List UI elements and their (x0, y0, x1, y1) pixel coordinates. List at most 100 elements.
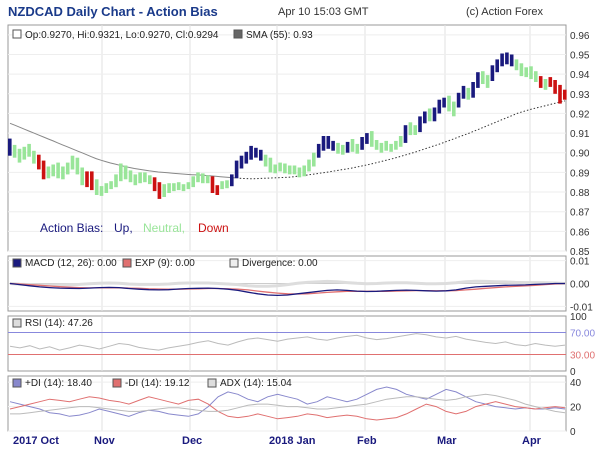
price-bar (123, 165, 128, 180)
price-y-tick: 0.96 (570, 31, 590, 42)
macd-y-tick: -0.01 (570, 302, 593, 313)
price-bar (254, 147, 258, 158)
price-bar (481, 71, 485, 84)
price-bar (360, 137, 364, 150)
mdi-readout: -DI (14): 19.12 (125, 378, 190, 389)
macd-series (9, 279, 566, 297)
price-bar (162, 184, 166, 197)
sma-line-dotted (239, 100, 566, 180)
price-bar (442, 97, 446, 108)
price-bar (370, 131, 374, 147)
macd-series-line (9, 279, 566, 288)
price-bar (297, 167, 302, 178)
divergence-legend-swatch (229, 258, 239, 268)
axis-labels: 2017 Oct Nov Dec 2018 Jan Feb Mar Apr 0.96 0.95 0… (13, 31, 595, 447)
price-bar (408, 122, 413, 136)
price-bar (191, 176, 195, 188)
price-y-tick: 0.92 (570, 109, 590, 120)
price-bar (75, 157, 80, 175)
price-bar (312, 152, 316, 167)
price-y-tick: 0.88 (570, 188, 590, 199)
price-bar (85, 171, 89, 188)
mdi-legend-swatch (112, 378, 122, 388)
price-bar (90, 171, 94, 191)
price-bar (273, 164, 277, 174)
price-bar (389, 143, 393, 152)
sma-legend-swatch (233, 29, 243, 39)
price-bar (119, 163, 123, 182)
price-bar (423, 111, 427, 124)
price-bar (80, 167, 84, 186)
dmi-series-line (9, 386, 566, 417)
price-bar (268, 157, 273, 173)
price-bar (336, 142, 340, 154)
pdi-readout: +DI (14): 18.40 (25, 378, 92, 389)
price-bar (259, 149, 263, 161)
rsi-series (8, 332, 566, 355)
divergence-readout: Divergence: 0.00 (242, 258, 318, 269)
price-bar (355, 143, 360, 154)
price-bar (490, 65, 495, 81)
price-bar (495, 59, 499, 73)
macd-readout: MACD (12, 26): 0.00 (25, 258, 117, 269)
price-bar (12, 144, 17, 158)
price-y-tick: 0.85 (570, 247, 590, 258)
price-series (8, 52, 567, 199)
price-bar (432, 107, 437, 122)
x-tick-label: Apr (522, 435, 542, 447)
price-bar (427, 108, 432, 122)
dmi-series (9, 386, 566, 421)
rsi-y-tick: 0 (570, 367, 576, 378)
price-bar (215, 185, 220, 195)
price-bar (548, 77, 553, 87)
macd-legend-swatch (12, 258, 22, 268)
x-tick-label: 2018 Jan (269, 435, 316, 447)
price-bar (447, 95, 451, 112)
price-bar (109, 181, 113, 190)
price-bar (167, 183, 171, 193)
price-bar (302, 165, 306, 177)
price-y-tick: 0.91 (570, 129, 590, 140)
price-bar (365, 133, 369, 144)
dmi-y-tick: 40 (570, 378, 582, 389)
exp-legend-swatch (122, 258, 132, 268)
price-bar (331, 140, 335, 151)
price-bar (514, 59, 519, 71)
macd-y-tick: 0.01 (570, 257, 590, 268)
price-bar (471, 82, 475, 98)
dmi-y-tick: 0 (570, 427, 576, 438)
price-bar (94, 179, 99, 195)
price-bar (46, 166, 51, 179)
x-tick-label: 2017 Oct (13, 435, 59, 447)
price-bar (538, 76, 543, 88)
price-bar (379, 142, 384, 153)
adx-legend-swatch (207, 378, 217, 388)
price-bar (543, 79, 548, 90)
price-bar (350, 139, 355, 152)
price-bar (37, 154, 41, 170)
copyright: (c) Action Forex (466, 6, 544, 18)
price-bar (143, 172, 147, 183)
price-bar (307, 159, 311, 172)
price-bar (41, 160, 46, 180)
ohlc-legend-swatch (12, 29, 22, 39)
chart-timestamp: Apr 10 15:03 GMT (278, 6, 369, 18)
price-bar (27, 143, 31, 157)
x-tick-label: Mar (437, 435, 457, 447)
price-bar (326, 136, 331, 149)
price-bar (138, 172, 142, 184)
bias-up-label: Up, (114, 221, 133, 235)
price-bar (321, 136, 326, 151)
price-bar (452, 101, 456, 117)
price-bar (413, 125, 417, 135)
exp-readout: EXP (9): 0.00 (135, 258, 195, 269)
price-bar (225, 180, 229, 189)
price-bar (403, 125, 408, 143)
macd-series-line (9, 282, 565, 297)
price-bar (466, 87, 471, 100)
price-bar (418, 116, 422, 133)
price-bar (128, 170, 133, 183)
price-y-tick: 0.90 (570, 149, 590, 160)
ohlc-readout: Op:0.9270, Hi:0.9321, Lo:0.9270, Cl:0.92… (25, 30, 219, 41)
price-bar (186, 182, 191, 190)
